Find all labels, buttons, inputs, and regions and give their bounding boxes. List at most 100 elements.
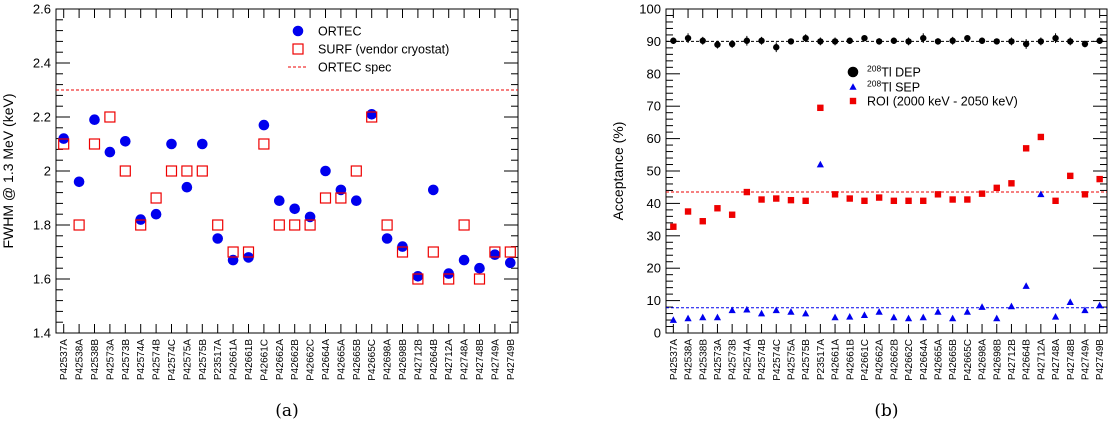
x-category-label: P42665C: [367, 339, 378, 381]
data-point: [120, 136, 131, 147]
data-point: [904, 314, 913, 322]
x-category-label: P42661A: [831, 339, 842, 380]
data-point: [58, 138, 70, 150]
data-point: [1081, 40, 1089, 48]
data-point: [684, 34, 692, 42]
x-category-label: P42698A: [978, 339, 989, 380]
data-point: [1067, 38, 1074, 45]
data-point: [846, 313, 854, 320]
data-point: [1037, 133, 1045, 141]
data-point: [1081, 191, 1089, 198]
x-category-label: P42537A: [59, 339, 70, 380]
data-point: [802, 197, 809, 205]
x-category-label: P42538A: [75, 339, 86, 380]
x-category-label: P42712A: [1036, 339, 1047, 380]
data-point: [165, 165, 178, 177]
x-category-label: P42573A: [105, 339, 116, 380]
x-category-label: P42662C: [306, 339, 317, 381]
y-tick-label: 1.4: [33, 326, 51, 341]
data-point: [905, 38, 912, 45]
data-point: [1037, 190, 1045, 198]
data-point: [88, 138, 101, 150]
data-point: [802, 309, 810, 317]
y-tick-label: 90: [647, 34, 661, 49]
data-point: [304, 219, 316, 231]
data-point: [505, 257, 516, 269]
legend-label: ORTEC: [318, 25, 362, 39]
legend-label: ORTEC spec: [318, 61, 391, 75]
x-category-label: P42748B: [1066, 339, 1077, 380]
y-tick-label: 40: [647, 196, 661, 211]
legend-marker: [292, 25, 304, 37]
data-point: [258, 138, 270, 150]
data-point: [934, 191, 942, 198]
x-category-label: P42749A: [1080, 339, 1091, 380]
data-point: [289, 203, 301, 215]
data-point: [920, 197, 927, 205]
data-point: [919, 313, 927, 321]
data-point: [1052, 197, 1059, 205]
data-point: [817, 104, 824, 112]
data-point: [699, 218, 706, 225]
data-point: [427, 246, 439, 258]
data-point: [861, 34, 868, 42]
legend-label: SURF (vendor cryostat): [318, 43, 449, 57]
data-point: [714, 205, 721, 212]
data-point: [274, 195, 285, 206]
data-point: [258, 119, 270, 131]
data-point: [428, 184, 439, 196]
data-point: [489, 249, 501, 260]
data-point: [964, 196, 971, 203]
data-point: [350, 165, 362, 177]
data-point: [670, 37, 677, 44]
data-point: [1096, 175, 1103, 183]
y-tick-label: 20: [647, 261, 661, 276]
data-point: [846, 195, 853, 202]
series-1: [58, 111, 516, 285]
x-category-label: P42575A: [786, 339, 797, 380]
x-category-label: P42664B: [1022, 339, 1033, 380]
data-point: [1022, 145, 1030, 152]
x-category-label: P42575B: [801, 339, 812, 380]
data-point: [993, 184, 1000, 192]
y-tick-label: 2: [44, 164, 51, 179]
data-point: [949, 196, 956, 203]
data-point: [197, 138, 208, 150]
data-point: [787, 308, 795, 315]
x-category-label: P42712A: [444, 339, 455, 380]
x-category-label: P42698B: [398, 339, 409, 380]
data-point: [351, 195, 362, 206]
data-point: [817, 38, 824, 45]
x-category-label: P42662C: [904, 339, 915, 381]
data-point: [978, 37, 986, 44]
x-category-label: P42573B: [728, 339, 739, 380]
legend-label-text: Tl SEP: [881, 81, 920, 95]
y-axis-title: FWHM @ 1.3 MeV (keV): [0, 93, 16, 248]
data-point: [150, 208, 162, 220]
data-point: [728, 40, 736, 48]
x-category-label: P42665B: [948, 339, 959, 380]
data-point: [1066, 298, 1074, 306]
data-point: [1067, 172, 1074, 180]
y-tick-label: 100: [639, 2, 661, 17]
data-point: [743, 37, 751, 44]
data-point: [934, 38, 942, 45]
series-1: [669, 160, 1104, 323]
data-point: [757, 309, 766, 317]
data-point: [227, 254, 239, 266]
data-point: [73, 219, 85, 231]
data-point: [319, 192, 332, 204]
x-category-label: P42662B: [889, 339, 900, 380]
data-point: [1022, 40, 1030, 48]
data-point: [196, 165, 208, 177]
x-category-label: P42665B: [352, 339, 363, 380]
data-point: [458, 254, 470, 266]
legend-label-text: Tl DEP: [881, 66, 921, 80]
data-point: [860, 311, 869, 318]
x-category-label: P42575A: [182, 339, 193, 380]
data-point: [875, 194, 883, 201]
data-point: [1096, 37, 1103, 44]
data-point: [166, 138, 177, 150]
x-category-label: P42662B: [290, 339, 301, 380]
